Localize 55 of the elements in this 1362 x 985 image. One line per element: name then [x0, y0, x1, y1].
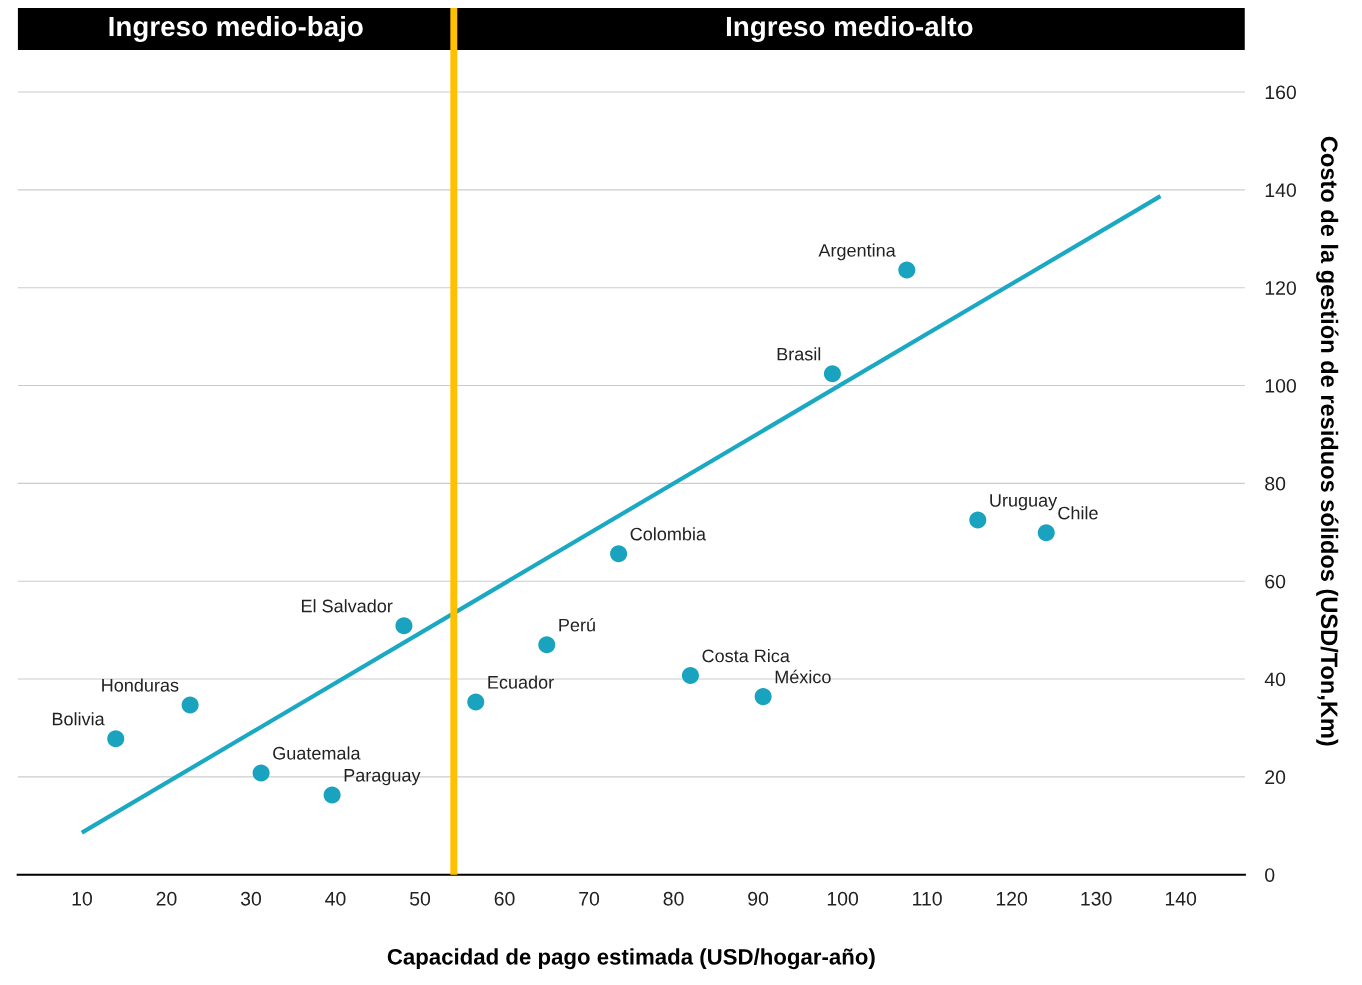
band-label: Ingreso medio-bajo: [109, 15, 363, 42]
point: [681, 667, 699, 685]
y-tick-label: 120: [1265, 281, 1296, 295]
x-tick-label: 100: [827, 891, 859, 906]
point: [898, 261, 916, 279]
annotation: Paraguay: [344, 769, 421, 786]
annotation: Argentina: [818, 243, 896, 261]
annotation: Bolivia: [52, 712, 105, 726]
y-tick-label: 20: [1265, 770, 1286, 785]
y-tick-label: 80: [1265, 476, 1286, 491]
point: [754, 688, 772, 706]
x-tick-label: 20: [156, 891, 177, 906]
point: [107, 730, 125, 748]
x-tick-label: 70: [579, 891, 600, 906]
y-tick-label: 40: [1264, 672, 1286, 687]
annotation: El Salvador: [301, 599, 393, 613]
x-tick-label: 10: [72, 891, 92, 906]
x-tick-label: 30: [240, 891, 262, 906]
annotation: Perú: [559, 618, 595, 632]
annotation: Uruguay: [990, 494, 1058, 511]
annotation: Chile: [1058, 506, 1098, 520]
x-tick-label: 120: [996, 891, 1028, 906]
point: [823, 365, 841, 383]
y-tick-label: 0: [1265, 868, 1275, 882]
y-tick-label: 160: [1265, 85, 1296, 100]
x-tick-label: 130: [1081, 891, 1112, 906]
annotation: Ecuador: [488, 675, 554, 689]
x-tick-label: 50: [409, 891, 431, 906]
point: [969, 511, 987, 529]
point: [323, 786, 341, 804]
annotation: Honduras: [102, 678, 179, 692]
band-label: Ingreso medio-alto: [726, 15, 973, 42]
x-tick-label: 140: [1165, 891, 1197, 906]
annotation: Brasil: [777, 347, 821, 361]
annotation: Colombia: [630, 527, 706, 541]
point: [181, 696, 199, 714]
point: [1037, 524, 1055, 542]
x-tick-label: 80: [663, 891, 684, 906]
x-tick-label: 90: [748, 891, 769, 906]
point: [538, 636, 556, 654]
annotation: Costa Rica: [702, 649, 790, 663]
x-axis-title: Capacidad de pago estimada (USD/hogar-año): [387, 948, 875, 970]
y-tick-label: 100: [1265, 378, 1296, 393]
x-tick-label: 110: [913, 891, 942, 906]
point: [467, 693, 485, 711]
x-tick-label: 60: [494, 891, 515, 906]
annotation: México: [775, 669, 831, 684]
point: [252, 764, 270, 782]
y-tick-label: 60: [1265, 574, 1286, 589]
point: [610, 545, 628, 563]
y-axis-title: Costo de la gestión de residuos sólidos (USD/Ton,Km): [1316, 136, 1339, 746]
y-tick-label: 140: [1265, 183, 1296, 198]
x-tick-label: 40: [325, 891, 346, 906]
annotation: Guatemala: [273, 746, 361, 760]
point: [395, 617, 413, 635]
